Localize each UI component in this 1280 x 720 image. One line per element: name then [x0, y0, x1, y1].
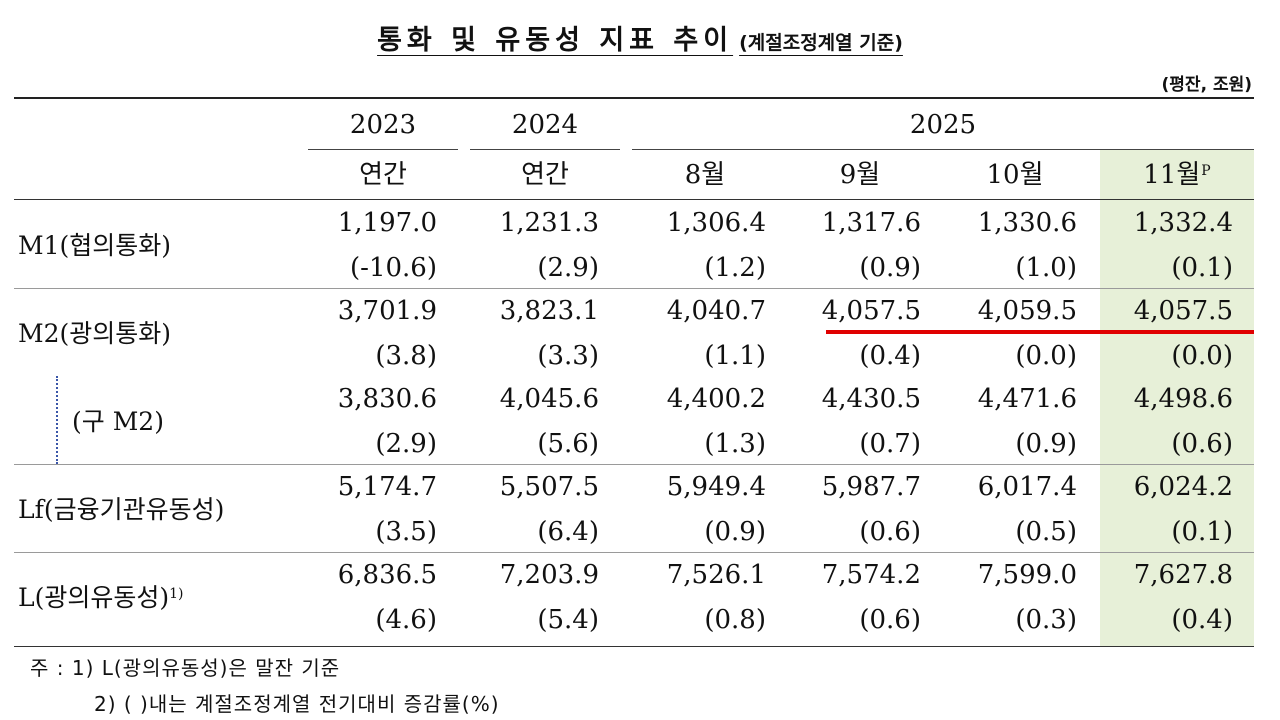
table-cell-value: 1,317.6	[821, 208, 921, 238]
year-header: 2023	[349, 110, 417, 140]
row-separator	[14, 464, 1254, 465]
table-cell-value: 4,400.2	[666, 384, 766, 414]
period-header: 연간	[521, 160, 569, 190]
table-cell-change: (0.6)	[859, 605, 921, 635]
row-label-l: L(광의유동성)1)	[18, 583, 183, 613]
table-cell-change: (0.0)	[1015, 341, 1077, 371]
table-cell-value: 1,332.4	[1133, 208, 1233, 238]
table-cell-value: 4,057.5	[1133, 296, 1233, 326]
table-cell-change: (0.3)	[1015, 605, 1077, 635]
row-label-m2: M2(광의통화)	[18, 319, 172, 348]
title-main: 통화 및 유동성 지표 추이	[377, 25, 734, 56]
row-separator	[14, 552, 1254, 553]
table-bottom-rule	[14, 646, 1254, 647]
row-label-text: L(광의유동성)	[18, 583, 170, 612]
table-cell-value: 7,526.1	[666, 560, 766, 590]
sub-row-indent-line	[56, 376, 58, 464]
table-cell-value: 7,203.9	[499, 560, 599, 590]
annotation-red-underline	[826, 330, 1254, 334]
table-cell-value: 6,836.5	[337, 560, 437, 590]
table-cell-change: (0.1)	[1171, 253, 1233, 283]
table-cell-change: (0.4)	[1171, 605, 1233, 635]
table-cell-change: (0.9)	[704, 517, 766, 547]
table-cell-value: 1,330.6	[977, 208, 1077, 238]
row-separator	[14, 288, 1254, 289]
title-sub: (계절조정계열 기준)	[739, 32, 903, 54]
year-header: 2025	[909, 110, 977, 140]
table-cell-value: 1,197.0	[337, 208, 437, 238]
table-cell-change: (0.9)	[859, 253, 921, 283]
table-cell-value: 7,599.0	[977, 560, 1077, 590]
table-cell-change: (0.6)	[1171, 429, 1233, 459]
footnote-2: 2) ( )내는 계절조정계열 전기대비 증감률(%)	[94, 692, 500, 716]
footnote-mark: 1)	[169, 586, 184, 602]
table-cell-value: 5,507.5	[499, 472, 599, 502]
header-rule	[14, 199, 1254, 200]
year-rule-2025	[632, 149, 1254, 150]
table-cell-change: (1.0)	[1015, 253, 1077, 283]
table-cell-change: (-10.6)	[350, 253, 437, 283]
period-header: 연간	[359, 160, 407, 190]
table-cell-value: 7,574.2	[821, 560, 921, 590]
table-cell-value: 4,040.7	[666, 296, 766, 326]
table-cell-value: 1,231.3	[499, 208, 599, 238]
table-cell-change: (0.7)	[859, 429, 921, 459]
table-cell-value: 3,823.1	[499, 296, 599, 326]
table-cell-value: 3,830.6	[337, 384, 437, 414]
table-cell-change: (0.4)	[859, 341, 921, 371]
table-cell-change: (5.4)	[537, 605, 599, 635]
table-cell-change: (1.1)	[704, 341, 766, 371]
table-cell-change: (3.8)	[375, 341, 437, 371]
table-cell-change: (0.1)	[1171, 517, 1233, 547]
table-cell-value: 4,057.5	[821, 296, 921, 326]
table-cell-value: 6,017.4	[977, 472, 1077, 502]
table-cell-value: 5,174.7	[337, 472, 437, 502]
table-cell-change: (5.6)	[537, 429, 599, 459]
table-cell-change: (1.2)	[704, 253, 766, 283]
footnote-1: 주 : 1) L(광의유동성)은 말잔 기준	[30, 656, 341, 680]
table-cell-change: (2.9)	[375, 429, 437, 459]
table-cell-change: (1.3)	[704, 429, 766, 459]
row-label-old-m2: (구 M2)	[72, 407, 164, 436]
table-cell-change: (3.3)	[537, 341, 599, 371]
period-header: 9월	[839, 160, 881, 190]
table-cell-change: (3.5)	[375, 517, 437, 547]
table-cell-value: 4,471.6	[977, 384, 1077, 414]
table-cell-change: (0.0)	[1171, 341, 1233, 371]
table-cell-value: 1,306.4	[666, 208, 766, 238]
unit-label: (평잔, 조원)	[1161, 75, 1252, 95]
year-rule-2024	[470, 149, 620, 150]
table-cell-value: 4,045.6	[499, 384, 599, 414]
table-cell-change: (6.4)	[537, 517, 599, 547]
table-top-rule	[14, 97, 1254, 99]
table-cell-value: 5,987.7	[821, 472, 921, 502]
table-cell-value: 4,059.5	[977, 296, 1077, 326]
year-header: 2024	[511, 110, 579, 140]
period-header: 10월	[986, 160, 1044, 190]
table-title: 통화 및 유동성 지표 추이 (계절조정계열 기준)	[0, 18, 1280, 57]
period-header-latest: 11월P	[1100, 160, 1254, 190]
table-cell-value: 4,430.5	[821, 384, 921, 414]
table-cell-change: (2.9)	[537, 253, 599, 283]
table-cell-change: (0.9)	[1015, 429, 1077, 459]
period-label: 11월	[1143, 160, 1201, 190]
table-cell-value: 3,701.9	[337, 296, 437, 326]
preliminary-mark: P	[1201, 163, 1211, 179]
latest-month-highlight	[1100, 150, 1254, 646]
period-header: 8월	[684, 160, 726, 190]
table-cell-value: 7,627.8	[1133, 560, 1233, 590]
table-cell-value: 4,498.6	[1133, 384, 1233, 414]
table-cell-value: 6,024.2	[1133, 472, 1233, 502]
row-label-lf: Lf(금융기관유동성)	[18, 495, 225, 524]
table-cell-change: (0.8)	[704, 605, 766, 635]
table-cell-change: (0.5)	[1015, 517, 1077, 547]
table-cell-change: (0.6)	[859, 517, 921, 547]
year-rule-2023	[308, 149, 458, 150]
table-cell-change: (4.6)	[375, 605, 437, 635]
table-cell-value: 5,949.4	[666, 472, 766, 502]
row-label-m1: M1(협의통화)	[18, 231, 172, 260]
